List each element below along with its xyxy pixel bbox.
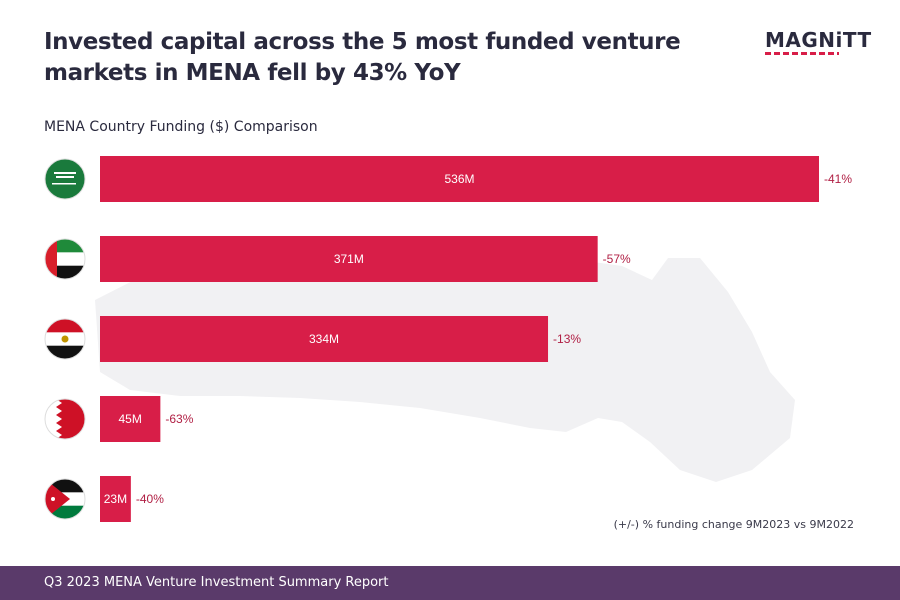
bar-value-label: 334M	[309, 332, 339, 346]
magnitt-logo: MAGNiTT	[765, 28, 872, 55]
logo-text: MAGNiTT	[765, 28, 872, 52]
bar-jordan	[100, 476, 131, 522]
chart-title: MENA Country Funding ($) Comparison	[44, 119, 318, 135]
bar-uae	[100, 236, 598, 282]
bar-change-label: -63%	[165, 412, 193, 426]
bar-egypt	[100, 316, 549, 362]
bar-change-label: -57%	[603, 252, 631, 266]
bars-layer: 536M -41% 371M -57% 334M -13% 45M -63% 23M -40%	[100, 156, 852, 522]
bahrain-flag-icon	[45, 399, 85, 439]
egypt-flag-icon	[45, 319, 85, 359]
bar-value-label: 536M	[444, 172, 474, 186]
jordan-flag-icon	[45, 479, 85, 519]
saudi-arabia-flag-icon	[45, 159, 85, 199]
saudi-arabia-flag-border	[44, 158, 86, 200]
bar-change-label: -41%	[824, 172, 852, 186]
bar-value-label: 45M	[119, 412, 142, 426]
bar-value-label: 23M	[104, 492, 127, 506]
bar-change-label: -13%	[553, 332, 581, 346]
page-title: Invested capital across the 5 most funde…	[44, 29, 681, 86]
logo-underline	[765, 52, 839, 55]
bar-saudi-arabia	[100, 156, 819, 202]
bar-value-label: 371M	[334, 252, 364, 266]
jordan-flag-border	[44, 478, 86, 520]
funding-bar-chart: 536M -41% 371M -57% 334M -13% 45M -63% 23M -40%	[44, 156, 852, 522]
footer-bar: Q3 2023 MENA Venture Investment Summary …	[0, 566, 900, 600]
footer-report-title: Q3 2023 MENA Venture Investment Summary …	[44, 575, 389, 590]
egypt-flag-border	[44, 318, 86, 360]
bahrain-flag-border	[44, 398, 86, 440]
chart-footnote: (+/-) % funding change 9M2023 vs 9M2022	[613, 518, 854, 531]
bar-change-label: -40%	[136, 492, 164, 506]
uae-flag-border	[44, 238, 86, 280]
bar-bahrain	[100, 396, 161, 442]
